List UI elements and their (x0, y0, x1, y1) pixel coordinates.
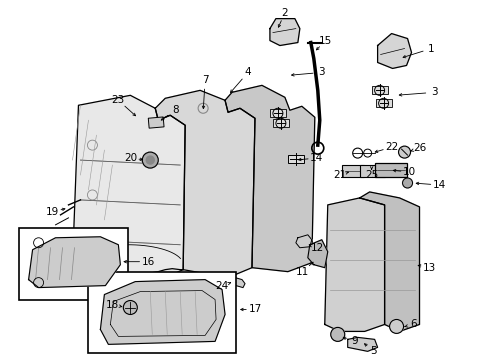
Text: 19: 19 (46, 207, 59, 217)
Polygon shape (377, 33, 411, 68)
Text: 18: 18 (105, 300, 119, 310)
Text: 15: 15 (319, 36, 332, 46)
Text: 1: 1 (427, 44, 434, 54)
Text: 3: 3 (318, 67, 325, 77)
Text: 7: 7 (202, 75, 208, 85)
Text: 23: 23 (111, 95, 125, 105)
Text: 26: 26 (412, 143, 425, 153)
Bar (341, 165, 363, 177)
Text: 3: 3 (430, 87, 437, 97)
Text: 16: 16 (142, 257, 155, 267)
Bar (148, 117, 163, 128)
Circle shape (123, 301, 137, 315)
Circle shape (146, 156, 154, 164)
Text: 13: 13 (422, 263, 435, 273)
Text: 21: 21 (332, 170, 346, 180)
Polygon shape (347, 337, 377, 351)
Text: 8: 8 (172, 105, 178, 115)
Text: 2: 2 (281, 8, 287, 18)
Text: 25: 25 (364, 170, 378, 180)
Circle shape (389, 319, 403, 333)
Polygon shape (29, 237, 120, 288)
Text: 10: 10 (402, 167, 415, 177)
Bar (371, 86, 387, 94)
Text: 17: 17 (248, 305, 261, 315)
Polygon shape (295, 235, 311, 248)
Polygon shape (224, 85, 314, 272)
Text: 14: 14 (309, 153, 323, 163)
Text: 24: 24 (215, 280, 228, 291)
Polygon shape (100, 280, 224, 345)
Circle shape (330, 328, 344, 341)
Text: 14: 14 (432, 180, 445, 190)
Text: 9: 9 (351, 336, 357, 346)
Text: 4: 4 (244, 67, 251, 77)
Bar (359, 165, 384, 177)
Text: 12: 12 (310, 243, 324, 253)
Text: 11: 11 (296, 267, 309, 276)
Bar (19, 228, 128, 300)
Polygon shape (269, 19, 299, 45)
Bar (375, 99, 391, 107)
Bar (269, 109, 285, 117)
Polygon shape (155, 90, 254, 278)
Polygon shape (229, 278, 244, 288)
Polygon shape (359, 192, 419, 332)
Circle shape (398, 146, 410, 158)
Polygon shape (72, 95, 185, 280)
Text: 22: 22 (384, 142, 397, 152)
Bar (272, 119, 288, 127)
Circle shape (402, 178, 412, 188)
Text: 20: 20 (123, 153, 137, 163)
Bar (374, 163, 406, 177)
Text: 6: 6 (409, 319, 416, 329)
Polygon shape (324, 198, 384, 332)
Text: 5: 5 (369, 346, 376, 356)
Bar (287, 155, 303, 163)
Polygon shape (307, 240, 327, 268)
Circle shape (142, 152, 158, 168)
Bar (88, 272, 236, 353)
